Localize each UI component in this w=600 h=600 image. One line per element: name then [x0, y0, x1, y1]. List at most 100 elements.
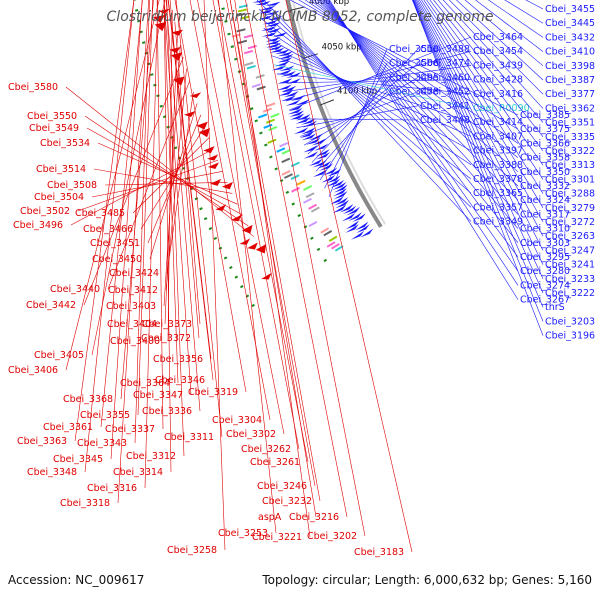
- forward-gene-label: Cbei_3445: [545, 18, 595, 29]
- forward-strand-feature: [261, 26, 277, 31]
- forward-label-leader: [433, 0, 544, 137]
- forward-strand-feature: [274, 48, 290, 55]
- forward-strand-feature: [312, 159, 327, 168]
- forward-strand-feature: [308, 158, 323, 166]
- forward-strand-feature: [277, 51, 293, 57]
- forward-strand-feature: [313, 143, 329, 151]
- cog-category-mark: [247, 44, 257, 50]
- reverse-label-leader: [175, 0, 223, 438]
- forward-label-leader: [324, 0, 519, 243]
- forward-strand-feature: [294, 99, 310, 106]
- cog-category-mark: [320, 227, 330, 234]
- forward-label-leader: [423, 0, 544, 180]
- cog-category-mark: [291, 186, 301, 193]
- forward-label-leader: [456, 0, 544, 81]
- forward-strand-feature: [274, 60, 290, 67]
- forward-label-leader: [279, 79, 472, 84]
- forward-gene-label: Cbei_3267: [520, 295, 570, 306]
- forward-strand-feature: [356, 224, 370, 234]
- reverse-gene-label: Cbei_3336: [142, 406, 192, 417]
- forward-gene-label: Cbei_3432: [545, 32, 595, 43]
- forward-strand-feature: [283, 91, 299, 98]
- reverse-gene-label: Cbei_3232: [262, 496, 312, 507]
- cog-category-mark: [303, 197, 312, 204]
- cog-category-mark: [262, 107, 272, 113]
- forward-label-leader: [273, 64, 472, 109]
- forward-strand-feature: [286, 72, 302, 78]
- forward-gene-label: Cbei_3233: [545, 274, 595, 285]
- reverse-label-leader: [70, 148, 214, 226]
- cog-category-mark: [240, 15, 250, 20]
- cog-category-mark: [265, 118, 276, 124]
- reverse-gene-label: Cbei_3345: [53, 454, 103, 465]
- reverse-label-leader: [197, 0, 285, 435]
- forward-label-leader: [437, 0, 544, 123]
- forward-strand-feature: [333, 184, 348, 193]
- forward-strand-feature: [312, 169, 328, 178]
- forward-strand-feature: [255, 0, 271, 5]
- reverse-strand-feature: [247, 242, 258, 250]
- forward-strand-feature: [258, 9, 274, 14]
- forward-gene-label: Cbei_3388: [473, 160, 523, 171]
- forward-label-leader: [265, 36, 472, 151]
- forward-gene-label: Cbei_3385: [520, 110, 570, 121]
- reverse-label-leader: [97, 142, 238, 205]
- reverse-label-leader: [163, 0, 179, 384]
- reverse-gene-label: Cbei_3400: [110, 336, 160, 347]
- forward-label-leader: [263, 27, 472, 166]
- forward-label-leader: [464, 0, 544, 67]
- reverse-gene-label: Cbei_3485: [75, 208, 125, 219]
- reverse-gene-label: Cbei_3258: [167, 545, 217, 556]
- reverse-gene-label: Cbei_3314: [113, 467, 163, 478]
- cog-category-mark: [270, 112, 280, 118]
- forward-strand-feature: [308, 133, 324, 141]
- reverse-strand-feature: [261, 272, 272, 280]
- forward-gene-label: Cbei_3357: [473, 202, 523, 213]
- cog-category-mark: [281, 149, 291, 155]
- forward-gene-label: Cbei_3310: [520, 224, 570, 235]
- cog-category-mark: [243, 34, 253, 39]
- forward-gene-label: Cbei_3317: [520, 209, 570, 220]
- forward-label-leader: [413, 0, 544, 265]
- reverse-strand-feature: [207, 154, 219, 161]
- forward-strand-feature: [252, 0, 266, 3]
- accession-text: Accession: NC_009617: [8, 573, 145, 587]
- reverse-strand-feature: [196, 121, 208, 130]
- forward-gene-label: Cbei_3398: [545, 61, 595, 72]
- cog-category-mark: [255, 74, 265, 79]
- forward-label-leader: [412, 0, 544, 308]
- reverse-label-leader: [174, 21, 201, 325]
- forward-label-leader: [313, 0, 519, 173]
- forward-strand-feature: [352, 213, 366, 223]
- cog-category-mark: [331, 243, 340, 250]
- forward-strand-feature: [306, 137, 321, 145]
- forward-label-leader: [276, 73, 472, 95]
- tick-label: 4000 kbp: [309, 0, 349, 7]
- forward-gene-label: Cbei_3247: [545, 245, 595, 256]
- forward-strand-feature: [279, 65, 295, 71]
- forward-strand-feature: [335, 199, 350, 209]
- forward-strand-feature: [301, 118, 316, 125]
- forward-strand-feature: [317, 160, 332, 169]
- forward-gene-label: Cbei_3303: [520, 238, 570, 249]
- forward-gene-label: Cbei_3263: [545, 231, 595, 242]
- forward-label-leader: [412, 0, 544, 322]
- cog-category-mark: [308, 220, 318, 228]
- cog-category-mark: [279, 141, 289, 148]
- reverse-gene-label: Cbei_3262: [241, 444, 291, 455]
- forward-label-leader: [309, 0, 519, 158]
- reverse-strand-feature: [203, 146, 215, 154]
- reverse-gene-label: Cbei_3216: [289, 512, 339, 523]
- forward-label-leader: [292, 118, 419, 121]
- cog-category-mark: [281, 170, 291, 176]
- reverse-gene-label: Cbei_3319: [188, 387, 238, 398]
- forward-strand-feature: [281, 70, 297, 77]
- genome-stats-text: Topology: circular; Length: 6,000,632 bp…: [262, 573, 592, 587]
- cog-category-mark: [263, 123, 273, 129]
- forward-gene-label: Cbei_3301: [545, 174, 595, 185]
- reverse-label-leader: [229, 0, 321, 502]
- forward-gene-label: Cbei_3455: [545, 4, 595, 15]
- forward-strand-feature: [333, 191, 348, 200]
- forward-strand-feature: [330, 179, 345, 188]
